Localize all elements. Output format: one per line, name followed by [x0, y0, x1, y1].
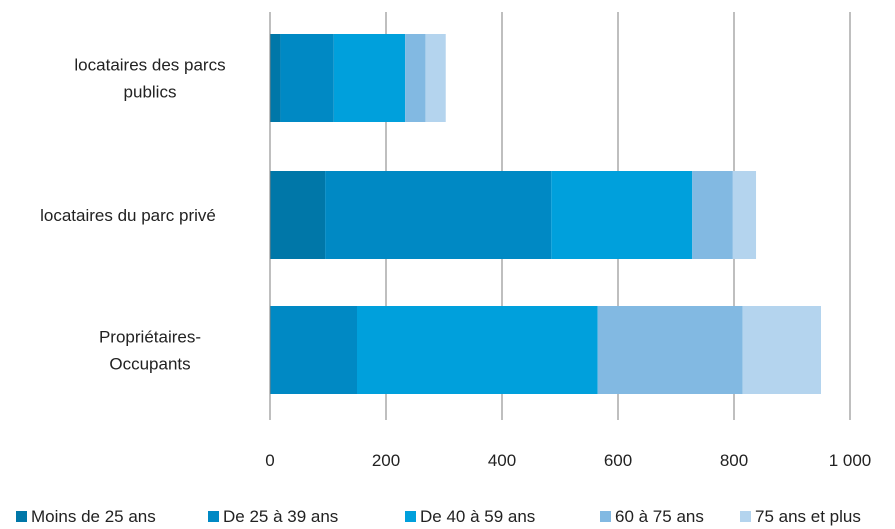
legend-label: Moins de 25 ans — [31, 507, 156, 526]
legend-swatch — [208, 511, 219, 522]
x-tick-label: 1 000 — [829, 451, 872, 470]
x-tick-label: 400 — [488, 451, 516, 470]
bar-segment — [270, 171, 326, 259]
category-label: Occupants — [109, 355, 190, 374]
x-tick-label: 800 — [720, 451, 748, 470]
bar-segment — [325, 171, 552, 259]
bars — [270, 34, 821, 394]
legend-label: 75 ans et plus — [755, 507, 861, 526]
legend-label: 60 à 75 ans — [615, 507, 704, 526]
bar-segment — [357, 306, 598, 394]
bar-segment — [551, 171, 693, 259]
legend-label: De 40 à 59 ans — [420, 507, 535, 526]
legend-swatch — [405, 511, 416, 522]
bar-segment — [405, 34, 426, 122]
bar-segment — [742, 306, 821, 394]
x-tick-labels: 0 200 400 600 800 1 000 — [265, 451, 871, 470]
category-label: Propriétaires- — [99, 328, 201, 347]
category-label: locataires du parc privé — [40, 206, 216, 225]
category-label: locataires des parcs — [74, 56, 225, 75]
bar-segment — [333, 34, 406, 122]
legend-label: De 25 à 39 ans — [223, 507, 338, 526]
category-label: publics — [124, 83, 177, 102]
bar-segment — [732, 171, 757, 259]
bar-segment — [692, 171, 733, 259]
x-tick-label: 600 — [604, 451, 632, 470]
legend-swatch — [740, 511, 751, 522]
bar-segment — [270, 306, 357, 394]
x-tick-label: 0 — [265, 451, 274, 470]
x-tick-label: 200 — [372, 451, 400, 470]
bar-segment — [425, 34, 446, 122]
legend-swatch — [600, 511, 611, 522]
category-labels: locataires des parcs publics locataires du… — [40, 56, 225, 374]
legend-swatch — [16, 511, 27, 522]
bar-segment — [280, 34, 334, 122]
legend: Moins de 25 ans De 25 à 39 ans De 40 à 59 … — [16, 507, 861, 526]
bar-segment — [270, 34, 281, 122]
bar-segment — [597, 306, 743, 394]
